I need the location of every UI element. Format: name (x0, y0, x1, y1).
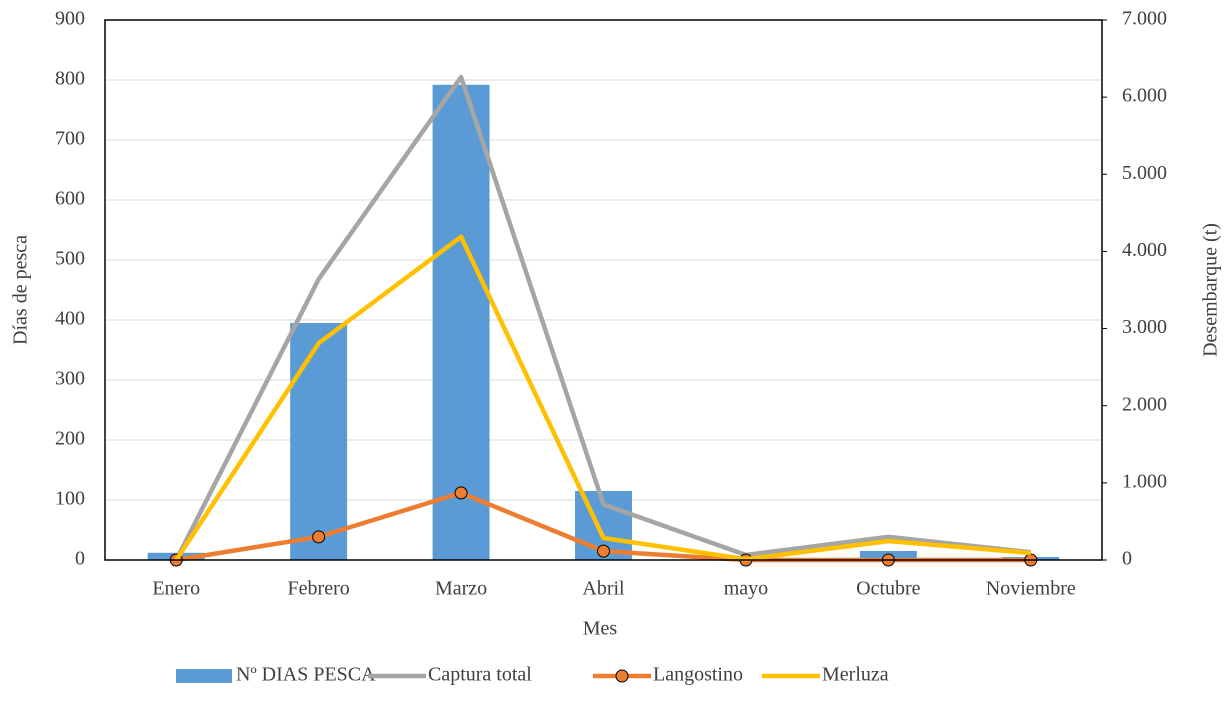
line (174, 74, 1032, 562)
y-tick-label: 0 (75, 548, 85, 570)
y2-axis-title: Desembarque (t) (1200, 223, 1222, 357)
legend-label: Langostino (653, 664, 743, 686)
y-tick-label: 800 (55, 68, 85, 90)
x-tick-label: Febrero (288, 578, 350, 600)
y-tick-label: 600 (55, 188, 85, 210)
bar (290, 323, 348, 560)
y-tick-label: 200 (55, 428, 85, 450)
y2-tick-label: 6.000 (1122, 85, 1167, 107)
legend-label: Nº DIAS PESCA (236, 664, 376, 686)
y-tick-label: 700 (55, 128, 85, 150)
legend-swatch (176, 669, 232, 683)
x-tick-label: mayo (724, 578, 768, 600)
x-tick-label: Octubre (856, 578, 921, 600)
y2-tick-label: 5.000 (1122, 162, 1167, 184)
marker (312, 530, 326, 544)
y2-tick-label: 3.000 (1122, 316, 1167, 338)
line (174, 234, 1031, 562)
y-tick-label: 100 (55, 488, 85, 510)
legend-marker (615, 669, 629, 683)
y2-tick-label: 4.000 (1122, 239, 1167, 261)
plot-frame (104, 19, 1103, 561)
y-tick-label: 400 (55, 308, 85, 330)
y-tick-label: 300 (55, 368, 85, 390)
x-tick-label: Abril (582, 578, 625, 600)
marker (597, 544, 610, 558)
x-tick-label: Noviembre (986, 578, 1076, 600)
marker (454, 486, 468, 500)
x-tick-label: Marzo (435, 578, 487, 600)
x-tick-label: Enero (152, 578, 200, 600)
y2-tick-label: 2.000 (1122, 393, 1167, 415)
y-axis-title: Días de pesca (10, 235, 32, 345)
y-tick-label: 500 (55, 248, 85, 270)
bar (432, 84, 490, 561)
y2-tick-label: 1.000 (1122, 470, 1167, 492)
legend-label: Captura total (428, 664, 532, 686)
legend-label: Merluza (822, 664, 889, 686)
y2-tick-label: 0 (1122, 548, 1132, 570)
x-axis-title: Mes (583, 618, 618, 640)
y2-tick-label: 7.000 (1122, 8, 1167, 30)
y-tick-label: 900 (55, 8, 85, 30)
